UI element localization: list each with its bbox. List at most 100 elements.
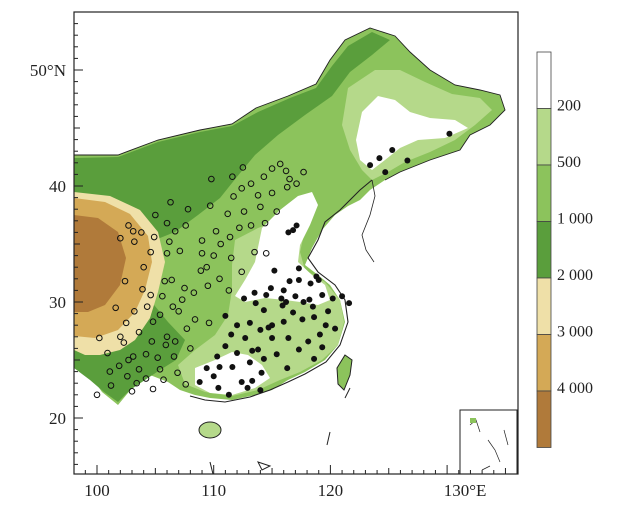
station-filled-marker [299,316,306,323]
station-open-marker [107,382,115,389]
station-open-marker [143,303,151,310]
station-open-marker [206,202,214,210]
station-open-marker [125,356,132,364]
station-filled-marker [225,391,232,398]
station-open-marker [182,222,189,229]
legend-label: 2 000 [557,267,593,284]
lon-tick-label: 100 [84,481,110,500]
station-open-marker [208,175,215,183]
legend-label: 1 000 [557,211,593,228]
station-open-marker [216,275,223,283]
station-open-marker [286,175,293,183]
station-open-marker [142,350,150,358]
station-open-marker [124,372,131,380]
station-filled-marker [244,384,251,391]
station-open-marker [120,339,128,346]
station-open-marker [198,237,206,244]
station-open-marker [171,227,179,235]
zone-light-green-e [178,215,344,396]
station-open-marker [129,353,137,360]
station-open-marker [154,354,161,361]
station-open-marker [260,173,268,181]
station-filled-marker [319,292,326,299]
station-open-marker [147,248,154,256]
station-open-marker [131,307,138,315]
station-open-marker [276,160,284,168]
station-filled-marker [389,147,396,154]
zone-dark-green [74,32,390,402]
station-filled-marker [322,322,329,329]
legend-swatch [536,221,552,279]
coastline [189,179,373,403]
coast-fragment-1 [326,431,331,446]
station-open-marker [159,292,166,300]
inset-frame [459,409,518,475]
station-open-marker [191,316,199,323]
station-open-marker [168,276,175,284]
station-filled-marker [316,331,323,338]
station-open-marker [156,365,164,373]
station-filled-marker [325,308,332,315]
station-open-marker [122,319,130,327]
station-filled-marker [222,312,229,319]
station-open-marker [149,385,157,393]
station-open-marker [160,376,167,384]
zone-lowland-north-plain [235,192,330,305]
station-open-marker [152,211,159,219]
station-filled-marker [255,346,262,353]
station-open-marker [163,333,171,341]
station-open-marker [190,289,198,297]
station-open-marker [131,238,138,245]
legend-swatch [536,277,552,335]
lon-tick-label: 110 [201,481,226,500]
station-open-marker [140,263,147,271]
station-filled-marker [295,346,302,353]
station-filled-marker [257,326,264,333]
station-open-marker [217,240,225,248]
station-open-marker [129,227,137,235]
station-open-marker [163,219,171,227]
station-open-marker [212,227,220,235]
station-filled-marker [295,265,302,272]
station-open-marker [117,234,124,242]
station-open-marker [230,193,237,200]
station-filled-marker [311,314,318,321]
station-open-marker [163,249,171,257]
station-filled-marker [196,379,203,386]
station-open-marker [268,189,276,197]
station-filled-marker [446,130,453,137]
legend-label: 200 [557,98,581,115]
station-open-marker [115,362,123,370]
inset-land [470,418,476,423]
station-filled-marker [285,229,292,236]
station-open-marker [238,268,246,276]
station-filled-marker [300,299,307,305]
station-filled-marker [260,355,267,362]
station-filled-marker [290,227,297,234]
station-filled-marker [293,222,300,229]
station-open-marker [261,219,269,227]
station-open-marker [247,222,255,229]
station-filled-marker [313,273,320,280]
station-open-marker [162,341,170,349]
station-open-marker [240,208,248,215]
station-open-marker [166,238,173,245]
station-filled-marker [319,344,326,351]
station-open-marker [171,338,179,345]
station-filled-marker [305,338,312,345]
station-open-marker [178,296,186,303]
station-filled-marker [246,319,253,326]
station-open-marker [161,277,168,285]
station-open-marker [203,263,210,271]
station-filled-marker [280,287,287,294]
station-open-marker [182,381,189,388]
station-open-marker [156,311,164,319]
station-open-marker [104,349,111,357]
lat-tick-label: 40 [49,177,66,196]
station-open-marker [251,248,258,256]
station-open-marker [170,353,178,360]
korea-outline [361,179,376,263]
station-filled-marker [234,350,241,357]
legend-label: 3 000 [557,324,593,341]
station-open-marker [112,304,119,312]
